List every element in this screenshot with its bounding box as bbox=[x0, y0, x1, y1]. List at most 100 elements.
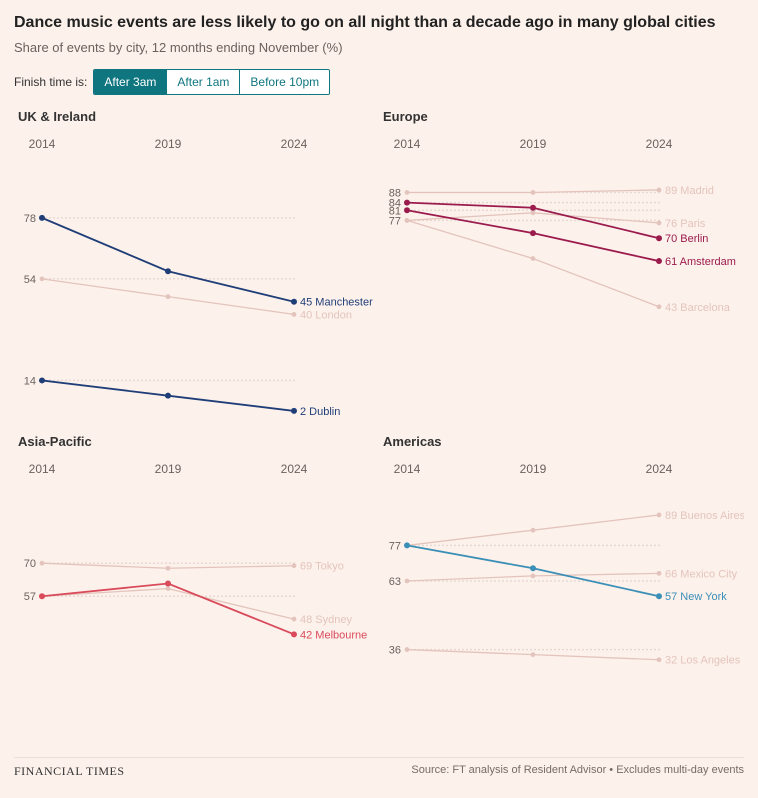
segmented-control: After 3amAfter 1amBefore 10pm bbox=[93, 69, 330, 95]
series-point bbox=[166, 294, 171, 299]
panel-title: Europe bbox=[383, 109, 744, 124]
panel-svg: 2014 2019 2024 70 57 69 Tokyo 48 Sydney 42 Melb… bbox=[14, 451, 379, 751]
series-point bbox=[531, 573, 536, 578]
chart-subtitle: Share of events by city, 12 months endin… bbox=[14, 40, 744, 55]
series-end-label-sydney: 48 Sydney bbox=[300, 614, 352, 626]
series-point bbox=[166, 586, 171, 591]
series-point bbox=[404, 542, 410, 548]
series-point bbox=[530, 204, 536, 210]
series-point bbox=[291, 631, 297, 637]
y-axis-label: 54 bbox=[24, 273, 36, 285]
panel-svg: 20142019202478541440 London45 Manchester… bbox=[14, 126, 379, 426]
series-point bbox=[657, 571, 662, 576]
x-axis-label: 2024 bbox=[281, 462, 308, 476]
series-point bbox=[291, 298, 297, 304]
series-point bbox=[405, 647, 410, 652]
x-axis-label: 2019 bbox=[155, 462, 182, 476]
series-end-label-barcelona: 43 Barcelona bbox=[665, 301, 731, 313]
panel-europe: Europe2014201920248884817789 Madrid76 Pa… bbox=[379, 101, 744, 426]
series-end-label-dublin: 2 Dublin bbox=[300, 406, 340, 418]
brand-label: FINANCIAL TIMES bbox=[14, 764, 125, 779]
y-axis-label: 57 bbox=[24, 591, 36, 603]
series-point bbox=[531, 256, 536, 261]
y-axis-label: 14 bbox=[24, 375, 36, 387]
filter-row: Finish time is: After 3amAfter 1amBefore… bbox=[14, 69, 744, 95]
series-end-label-amsterdam: 61 Amsterdam bbox=[665, 256, 736, 268]
panels-grid: UK & Ireland20142019202478541440 London4… bbox=[14, 101, 744, 751]
series-point bbox=[165, 392, 171, 398]
x-axis-label: 2024 bbox=[646, 462, 673, 476]
series-point bbox=[530, 565, 536, 571]
series-end-label-madrid: 89 Madrid bbox=[665, 185, 714, 197]
footer: FINANCIAL TIMES Source: FT analysis of R… bbox=[14, 757, 744, 779]
series-point bbox=[292, 563, 297, 568]
series-end-label-berlin: 70 Berlin bbox=[665, 233, 708, 245]
series-point bbox=[531, 210, 536, 215]
filter-label: Finish time is: bbox=[14, 75, 87, 89]
panel-americas: Americas20142019202477633689 Buenos Aire… bbox=[379, 426, 744, 751]
x-axis-label: 2014 bbox=[394, 137, 421, 151]
series-point bbox=[657, 657, 662, 662]
series-point bbox=[165, 580, 171, 586]
series-point bbox=[166, 565, 171, 570]
series-end-label-los-angeles: 32 Los Angeles bbox=[665, 654, 741, 666]
series-end-label-tokyo: 69 Tokyo bbox=[300, 560, 344, 572]
panel-title: UK & Ireland bbox=[18, 109, 379, 124]
x-axis-label: 2024 bbox=[646, 137, 673, 151]
series-point bbox=[39, 593, 45, 599]
series-point bbox=[405, 190, 410, 195]
series-point bbox=[657, 220, 662, 225]
x-axis-label: 2014 bbox=[394, 462, 421, 476]
series-point bbox=[292, 616, 297, 621]
panel-svg: 20142019202477633689 Buenos Aires66 Mexi… bbox=[379, 451, 744, 751]
x-axis-label: 2019 bbox=[155, 137, 182, 151]
x-axis-label: 2019 bbox=[520, 462, 547, 476]
chart-container: Dance music events are less likely to go… bbox=[0, 0, 758, 787]
series-point bbox=[40, 276, 45, 281]
filter-option-before-10pm[interactable]: Before 10pm bbox=[240, 70, 329, 94]
series-point bbox=[531, 527, 536, 532]
series-point bbox=[657, 187, 662, 192]
series-end-label-melbourne: 42 Melbourne bbox=[300, 629, 367, 641]
series-end-label-manchester: 45 Manchester bbox=[300, 296, 373, 308]
series-point bbox=[405, 218, 410, 223]
series-point bbox=[291, 408, 297, 414]
filter-option-after-3am[interactable]: After 3am bbox=[94, 70, 167, 94]
series-point bbox=[40, 560, 45, 565]
x-axis-label: 2024 bbox=[281, 137, 308, 151]
series-end-label-new-york: 57 New York bbox=[665, 591, 727, 603]
series-line-melbourne bbox=[42, 583, 294, 634]
panel-title: Asia-Pacific bbox=[18, 434, 379, 449]
y-axis-label: 78 bbox=[24, 212, 36, 224]
series-point bbox=[39, 214, 45, 220]
series-point bbox=[39, 377, 45, 383]
series-end-label-london: 40 London bbox=[300, 309, 352, 321]
series-point bbox=[404, 207, 410, 213]
series-end-label-buenos-aires: 89 Buenos Aires bbox=[665, 510, 744, 522]
y-axis-label: 63 bbox=[389, 576, 401, 588]
series-point bbox=[656, 258, 662, 264]
y-axis-label: 36 bbox=[389, 644, 401, 656]
source-label: Source: FT analysis of Resident Advisor … bbox=[411, 764, 744, 779]
filter-option-after-1am[interactable]: After 1am bbox=[167, 70, 240, 94]
chart-title: Dance music events are less likely to go… bbox=[14, 12, 744, 34]
series-line-manchester bbox=[42, 217, 294, 301]
series-point bbox=[530, 230, 536, 236]
x-axis-label: 2019 bbox=[520, 137, 547, 151]
y-axis-label: 77 bbox=[389, 215, 401, 227]
series-point bbox=[405, 578, 410, 583]
panel-svg: 2014201920248884817789 Madrid76 Paris43 … bbox=[379, 126, 744, 426]
panel-asia-pacific: Asia-Pacific 2014 2019 2024 70 57 69 Tokyo 48 S… bbox=[14, 426, 379, 751]
series-point bbox=[656, 593, 662, 599]
series-point bbox=[292, 312, 297, 317]
panel-title: Americas bbox=[383, 434, 744, 449]
x-axis-label: 2014 bbox=[29, 462, 56, 476]
series-point bbox=[404, 199, 410, 205]
series-end-label-paris: 76 Paris bbox=[665, 218, 706, 230]
y-axis-label: 70 bbox=[24, 558, 36, 570]
series-point bbox=[656, 235, 662, 241]
series-point bbox=[165, 268, 171, 274]
series-point bbox=[531, 652, 536, 657]
series-point bbox=[657, 304, 662, 309]
series-point bbox=[531, 190, 536, 195]
